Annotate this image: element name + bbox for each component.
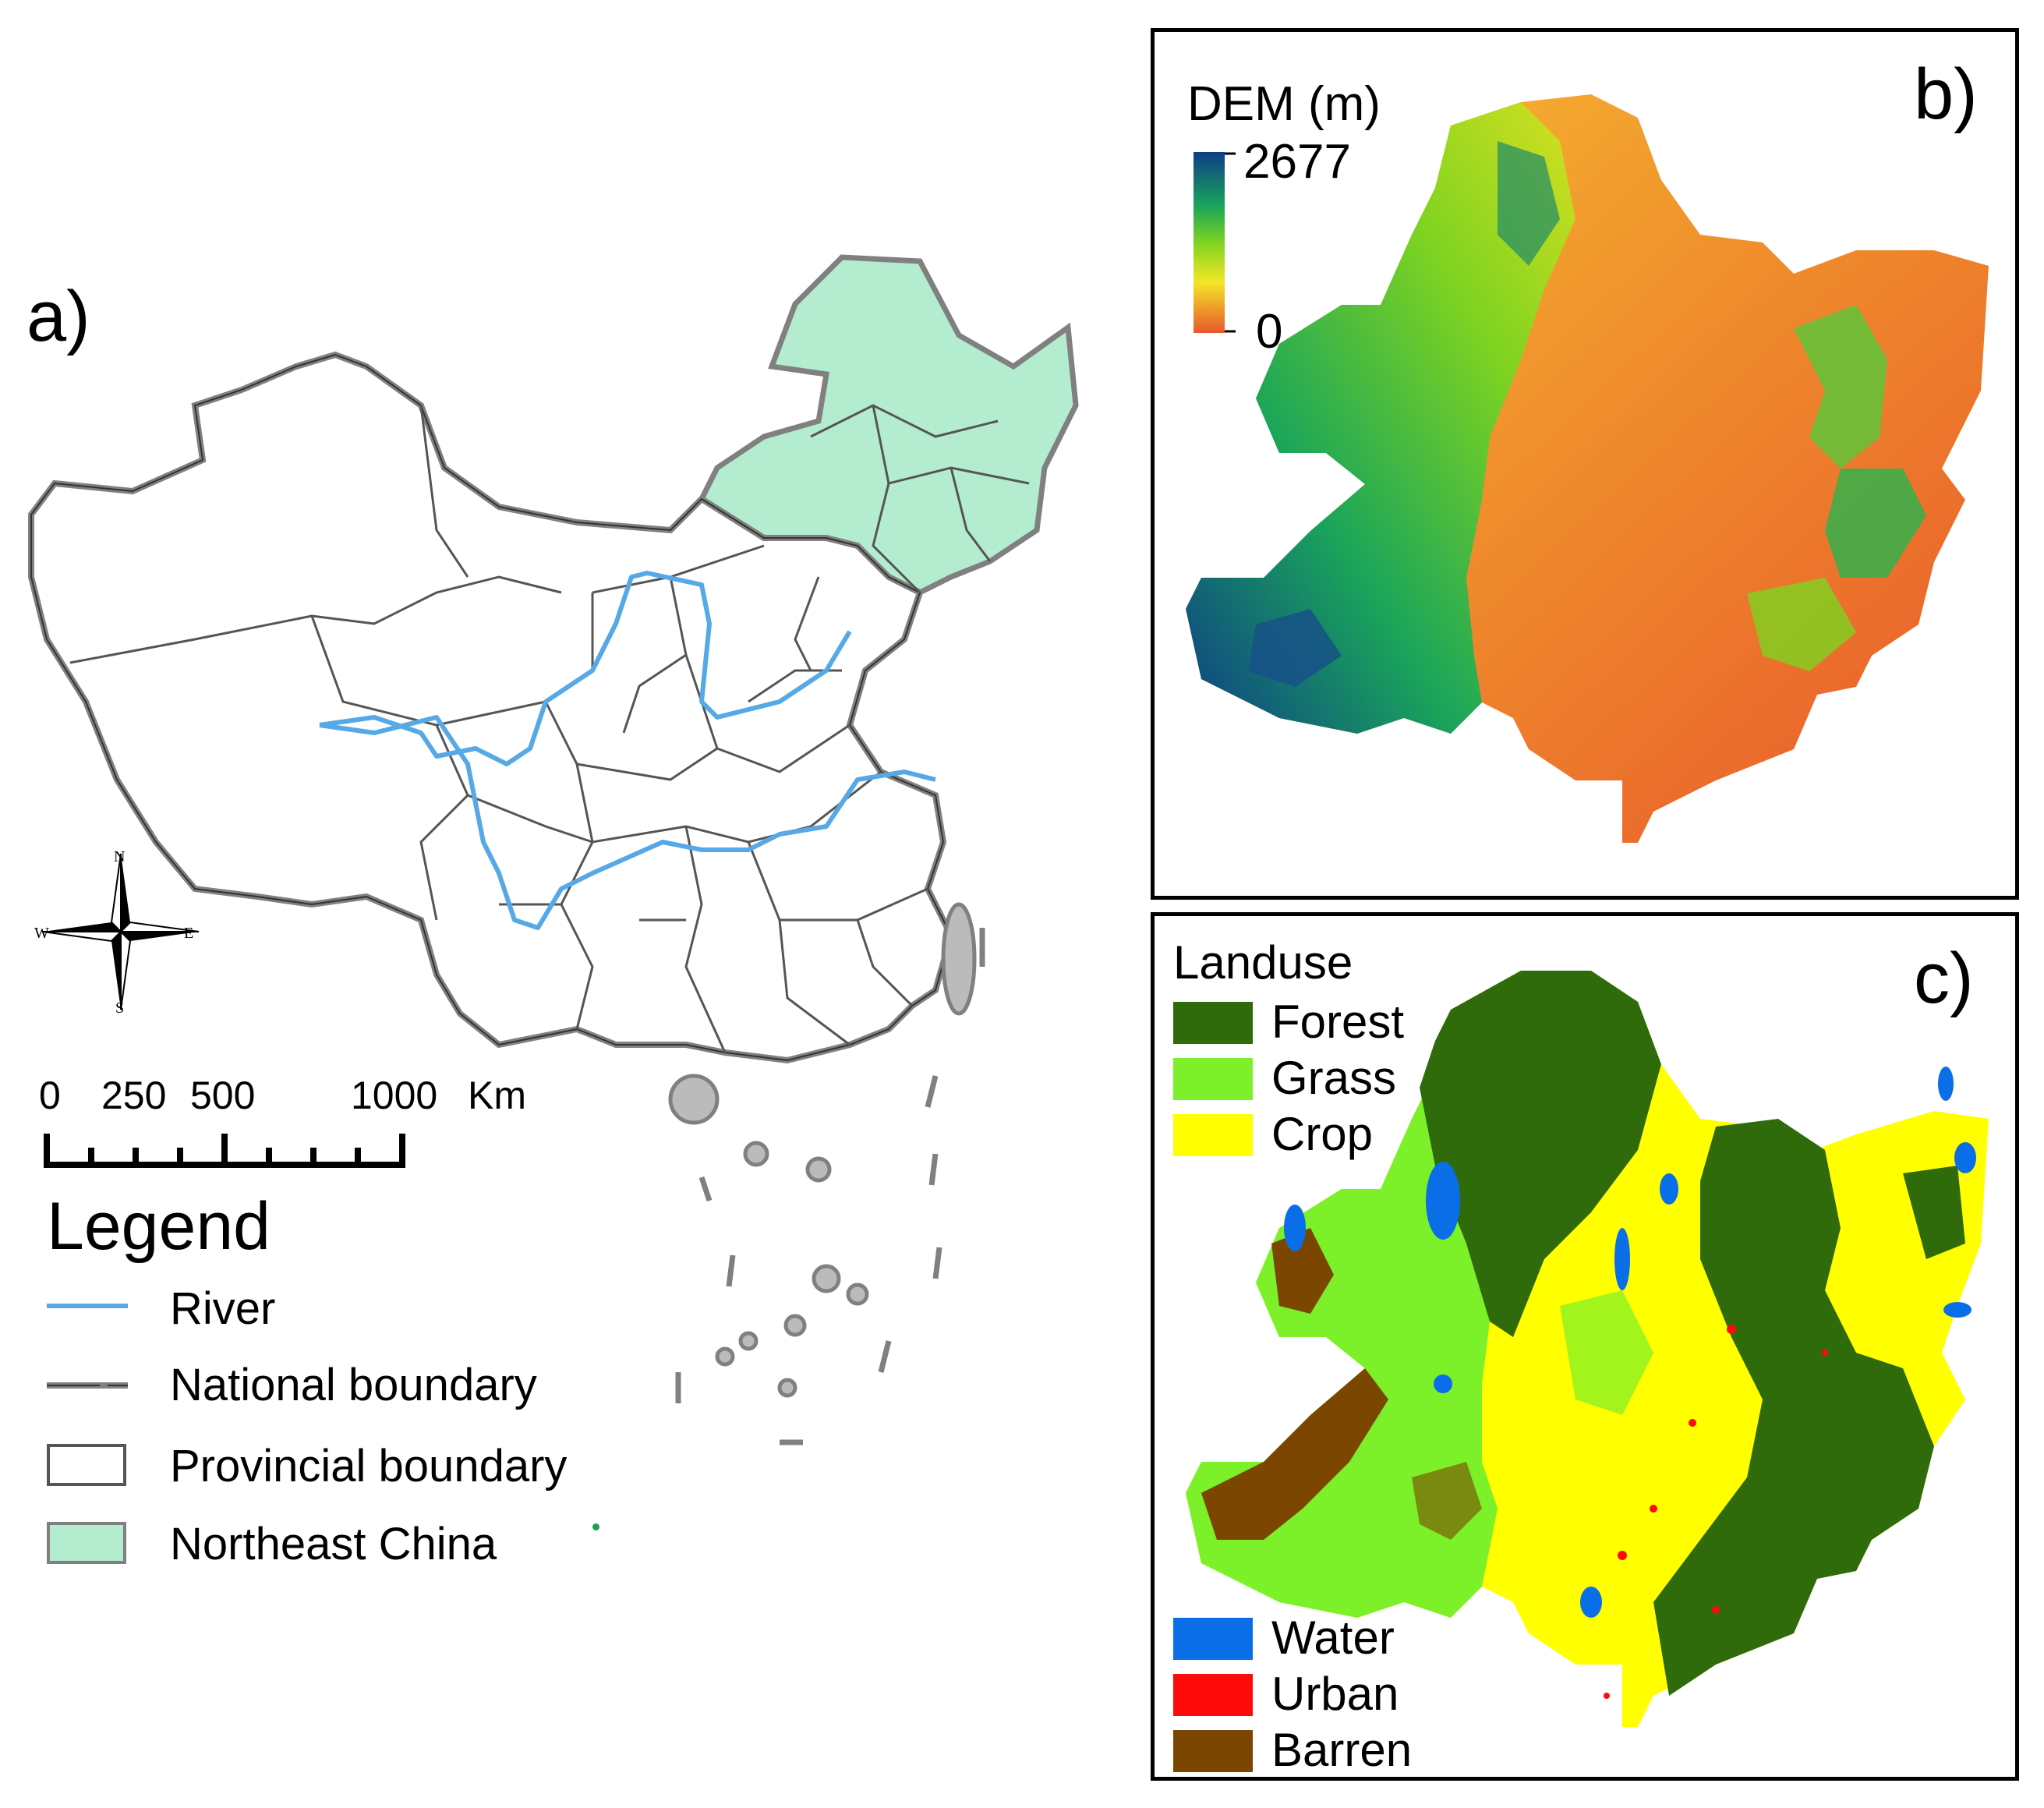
dem-color-ramp [1194,152,1236,333]
compass-e: E [184,925,194,942]
legend-northeast-china-symbol [47,1522,126,1564]
legend-water-swatch [1173,1618,1253,1660]
north-arrow-icon [42,853,200,1010]
panel-b-label: b) [1914,55,1978,134]
legend-national-boundary-label: National boundary [170,1360,537,1410]
scale-tick-0: 0 [39,1074,61,1117]
scale-tick-500: 500 [190,1074,256,1117]
panel-c: c) Landuse Forest Grass Crop Water Urban… [1151,912,2019,1781]
legend-urban-swatch [1173,1674,1253,1716]
dem-west-highlands [1186,102,1575,734]
dem-legend-max: 2677 [1243,135,1351,189]
landuse-forest-east [1653,1119,1934,1696]
china-map [28,254,1079,1445]
legend-forest-swatch [1173,1002,1253,1044]
compass-w: W [34,925,49,942]
scale-bar-graphic [44,1134,405,1168]
compass-n: N [114,848,126,865]
legend-national-boundary-symbol [47,1382,128,1389]
scale-tick-1000: 1000 [351,1074,438,1117]
scale-tick-250: 250 [101,1074,167,1117]
provincial-boundaries [69,405,928,1053]
landuse-legend-title: Landuse [1173,936,1353,989]
compass-s: S [115,1000,125,1017]
landuse-forest-north [1420,971,1661,1337]
landuse-water [1284,1067,1976,1618]
northeast-china-region [698,254,1079,596]
rivers [319,571,936,930]
dem-map [1186,94,1989,843]
legend-grass-label: Grass [1271,1052,1397,1104]
legend-forest-label: Forest [1271,996,1405,1048]
south-china-sea-islands [668,902,977,1398]
stray-dot [592,1523,599,1530]
legend-river-label: River [170,1283,276,1334]
legend-crop-label: Crop [1271,1108,1374,1160]
panel-a-label: a) [27,277,90,356]
legend-provincial-boundary-symbol [47,1444,126,1486]
legend-crop-swatch [1173,1114,1253,1156]
legend-title: Legend [47,1189,271,1264]
landuse-map [1186,971,1989,1727]
legend-barren-swatch [1173,1730,1253,1772]
legend-water-label: Water [1271,1612,1395,1664]
legend-grass-swatch [1173,1058,1253,1100]
legend-provincial-boundary-label: Provincial boundary [170,1441,568,1491]
legend-barren-label: Barren [1271,1724,1413,1776]
panel-c-label: c) [1914,939,1974,1018]
dem-legend-min: 0 [1256,305,1283,359]
landuse-urban [1604,1325,1828,1699]
legend-urban-label: Urban [1271,1668,1399,1720]
landuse-barren [1201,1368,1388,1540]
legend-river-symbol [47,1304,128,1308]
panel-b: b) DEM (m) 2677 0 [1151,28,2019,900]
scale-unit: Km [468,1074,526,1117]
dem-legend-title: DEM (m) [1187,77,1381,131]
legend-northeast-china-label: Northeast China [170,1519,497,1569]
